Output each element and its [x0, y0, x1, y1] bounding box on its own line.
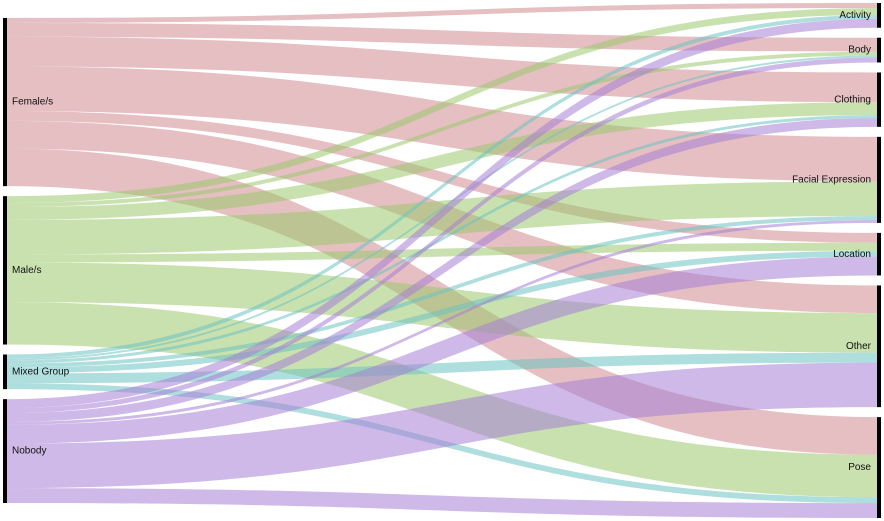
link — [7, 36, 877, 103]
node-bar — [877, 37, 881, 63]
node-bar — [877, 417, 881, 518]
link — [7, 256, 877, 444]
link — [7, 250, 877, 374]
node-label: Body — [848, 45, 871, 56]
link — [7, 262, 877, 353]
node-label: Male/s — [12, 265, 41, 276]
node-bar — [877, 285, 881, 408]
node-bar — [877, 232, 881, 276]
link — [7, 14, 877, 359]
link — [7, 242, 877, 263]
link — [7, 219, 877, 425]
link — [7, 57, 877, 413]
node-bar — [3, 18, 7, 187]
node-label: Other — [846, 341, 872, 352]
node-label: Location — [833, 249, 871, 260]
node-label: Pose — [848, 462, 871, 473]
link — [7, 117, 877, 422]
node-label: Facial Expression — [792, 175, 871, 186]
link — [7, 7, 877, 204]
links — [7, 3, 877, 518]
link — [7, 488, 877, 518]
link — [7, 3, 877, 23]
node-bar — [3, 399, 7, 503]
link — [7, 102, 877, 220]
node-bar — [3, 354, 7, 390]
node-bar — [877, 3, 881, 28]
nodes: Female/s Male/s Mixed Group Nobody Activity B… — [3, 3, 881, 518]
link — [7, 55, 877, 361]
node-label: Activity — [839, 10, 871, 21]
link — [7, 114, 877, 364]
link — [7, 110, 877, 243]
node-label: Nobody — [12, 446, 46, 457]
link — [7, 18, 877, 409]
link — [7, 51, 877, 208]
node-bar — [3, 196, 7, 345]
link — [7, 181, 877, 255]
node-label: Clothing — [834, 94, 871, 105]
node-label: Mixed Group — [12, 366, 70, 377]
node-label: Female/s — [12, 97, 53, 108]
node-bar — [877, 136, 881, 223]
link — [7, 22, 877, 52]
link — [7, 362, 877, 489]
link — [7, 215, 877, 368]
node-bar — [877, 72, 881, 127]
